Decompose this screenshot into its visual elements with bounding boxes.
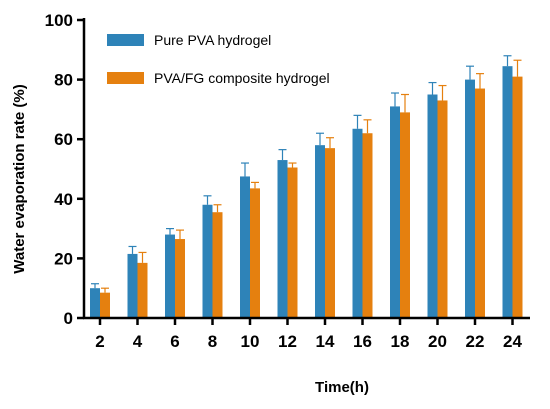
x-tick-label-8: 8 [208,332,217,351]
error-bar-pva-8h [203,195,212,205]
error-bar-pva-20h [428,81,437,95]
error-bar-pvafg-8h [213,204,222,213]
axes-layer [77,18,530,325]
error-bar-pva-10h [241,162,249,177]
error-bar-pvafg-2h [101,287,109,293]
legend-label-pva: Pure PVA hydrogel [154,32,271,48]
error-bar-pva-12h [278,149,287,161]
bar-pva-2h [90,288,100,318]
bar-pva-20h [427,94,438,318]
x-tick-label-18: 18 [391,332,410,351]
y-axis-title: Water evaporation rate (%) [11,84,28,274]
error-bar-pvafg-24h [513,59,522,77]
bar-pvafg-6h [175,239,185,318]
bar-pva-6h [165,234,175,318]
error-bar-pvafg-10h [251,181,259,189]
x-tick-label-16: 16 [353,332,372,351]
bar-pvafg-2h [100,292,110,318]
legend-swatch-pvafg [107,72,144,84]
error-bar-pvafg-6h [176,229,184,240]
y-tick-label-60: 60 [54,130,73,149]
error-bar-pvafg-22h [476,73,484,89]
y-tick-label-100: 100 [45,11,73,30]
bar-pvafg-24h [512,76,523,319]
bar-pva-16h [352,128,363,318]
error-bar-pvafg-18h [401,93,409,113]
x-tick-label-2: 2 [95,332,104,351]
x-tick-label-4: 4 [133,332,143,351]
y-tick-label-40: 40 [54,190,73,209]
bar-pvafg-22h [475,88,485,318]
legend: Pure PVA hydrogel PVA/FG composite hydrog… [107,32,330,86]
x-tick-label-22: 22 [466,332,485,351]
x-tick-label-6: 6 [170,332,179,351]
bar-pva-24h [502,66,513,318]
bar-pva-4h [127,253,138,318]
bar-pva-22h [465,79,475,318]
error-bar-pvafg-12h [288,162,297,168]
legend-label-pvafg: PVA/FG composite hydrogel [154,70,330,86]
x-axis-title: Time(h) [315,379,369,396]
error-bar-pva-14h [316,132,324,146]
x-tick-label-20: 20 [428,332,447,351]
bar-pva-8h [202,204,213,318]
error-bar-pva-16h [353,114,362,129]
legend-item-pvafg: PVA/FG composite hydrogel [107,70,330,86]
error-bar-pva-18h [391,92,399,107]
error-bar-pva-6h [166,228,174,235]
x-tick-label-12: 12 [278,332,297,351]
error-bar-pva-22h [466,65,474,80]
bar-pvafg-14h [325,148,335,318]
error-bar-pvafg-16h [363,119,372,134]
legend-item-pva: Pure PVA hydrogel [107,32,271,48]
bar-pvafg-18h [400,112,410,318]
x-tick-label-24: 24 [503,332,522,351]
y-tick-label-80: 80 [54,71,73,90]
bar-pvafg-10h [250,188,260,318]
bars-layer [90,55,523,319]
bar-pvafg-8h [212,212,223,318]
bar-pva-18h [390,106,400,318]
bar-pva-14h [315,145,325,318]
legend-swatch-pva [107,34,144,46]
bar-pvafg-12h [287,167,298,318]
error-bar-pva-24h [503,55,512,67]
y-tick-label-20: 20 [54,249,73,268]
bar-pvafg-20h [437,100,448,319]
error-bar-pva-4h [128,245,137,254]
bar-pvafg-4h [137,262,148,318]
y-tick-label-0: 0 [64,309,73,328]
error-bar-pvafg-20h [438,84,447,101]
error-bar-pvafg-4h [138,251,147,263]
bar-pva-10h [240,176,250,318]
error-bar-pvafg-14h [326,137,334,149]
x-tick-label-10: 10 [241,332,260,351]
bar-pvafg-16h [362,133,373,318]
bar-pva-12h [277,160,288,318]
x-tick-label-14: 14 [316,332,335,351]
error-bar-pva-2h [91,283,99,289]
